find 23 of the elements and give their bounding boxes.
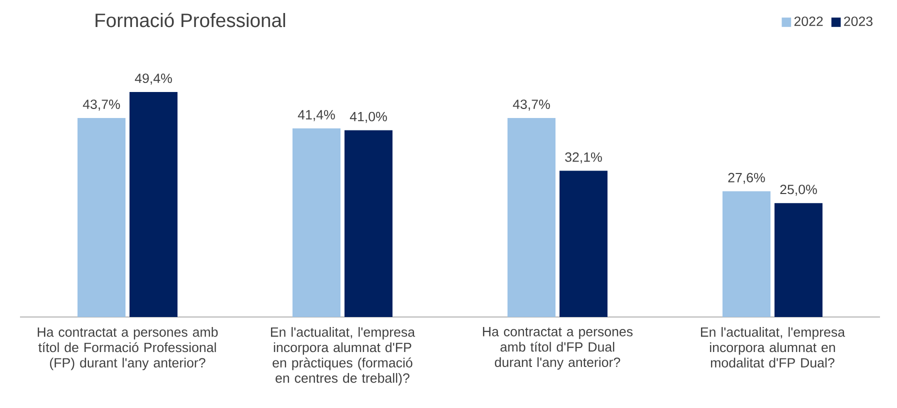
data-label: 43,7% [512,100,550,111]
data-label: 49,4% [134,74,172,85]
data-label: 41,0% [350,112,387,123]
legend-label: 2022 [794,16,823,26]
data-label: 43,7% [82,100,120,111]
x-tick-label: Ha contractat a persones amb títol de Formació Professional (FP) durant l'any anterior? [38,327,218,370]
bar [130,92,178,317]
data-label: 27,6% [728,172,765,184]
bar [722,191,770,317]
x-tick-label: En l'actualitat, l'empresa incorpora alumnat en modalitat d'FP Dual? [701,327,846,368]
chart-title: Formació Professional [96,12,286,28]
bar [78,118,126,317]
x-tick-label: Ha contractat a persones amb títol d'FP Dual durant l'any anterior? [482,327,633,370]
bar [507,118,556,317]
data-label: 41,4% [298,110,335,122]
bar [560,170,608,317]
data-label: 25,0% [780,184,817,196]
bar [292,128,340,317]
bar [774,203,822,317]
bar [344,130,392,317]
x-tick-label: En l'actualitat, l'empresa incorpora alumnat d'FP en pràctiques (formació en centres de treball)? [271,327,416,386]
data-label: 32,1% [565,152,602,164]
legend-label: 2023 [844,16,872,26]
